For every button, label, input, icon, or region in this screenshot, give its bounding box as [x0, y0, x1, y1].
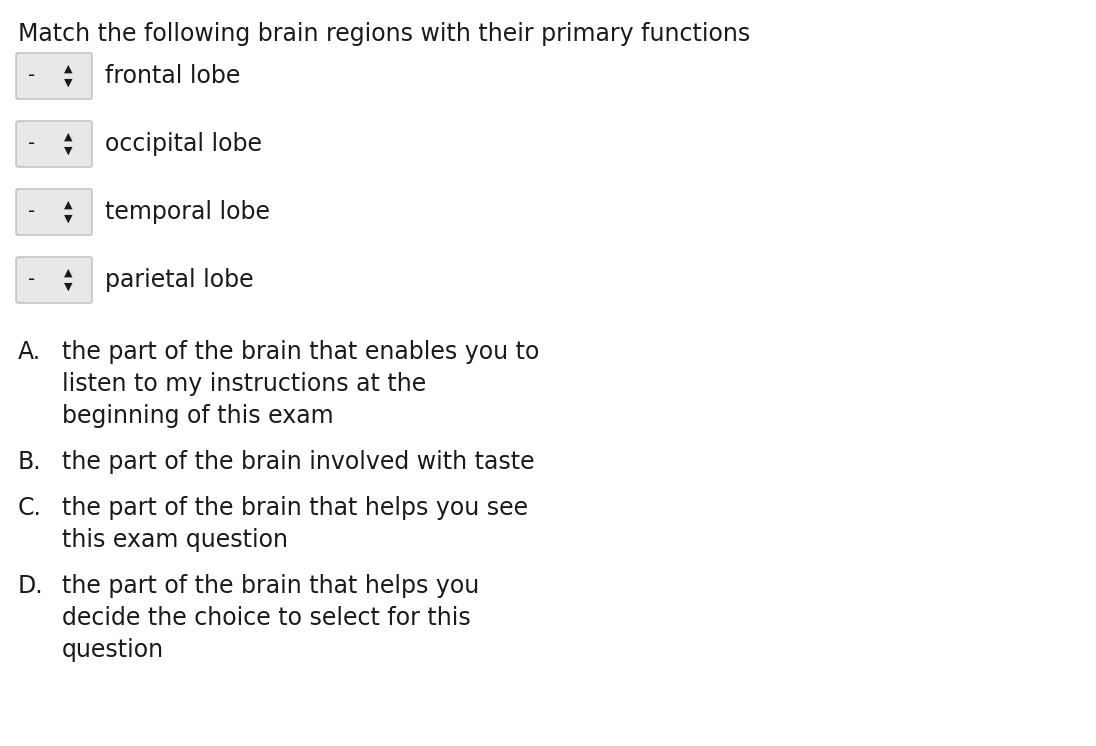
- Text: ▲: ▲: [64, 268, 72, 278]
- FancyBboxPatch shape: [16, 257, 92, 303]
- Text: occipital lobe: occipital lobe: [105, 132, 262, 156]
- Text: A.: A.: [18, 340, 42, 364]
- Text: ▲: ▲: [64, 64, 72, 74]
- Text: parietal lobe: parietal lobe: [105, 268, 253, 292]
- Text: B.: B.: [18, 450, 42, 474]
- Text: -: -: [28, 271, 35, 289]
- Text: ▼: ▼: [64, 146, 72, 156]
- Text: the part of the brain that helps you see: the part of the brain that helps you see: [62, 496, 528, 520]
- Text: -: -: [28, 66, 35, 86]
- Text: temporal lobe: temporal lobe: [105, 200, 270, 224]
- Text: question: question: [62, 638, 164, 662]
- Text: the part of the brain that enables you to: the part of the brain that enables you t…: [62, 340, 539, 364]
- Text: -: -: [28, 134, 35, 154]
- Text: this exam question: this exam question: [62, 528, 288, 552]
- Text: ▲: ▲: [64, 200, 72, 210]
- Text: Match the following brain regions with their primary functions: Match the following brain regions with t…: [18, 22, 751, 46]
- Text: frontal lobe: frontal lobe: [105, 64, 240, 88]
- Text: ▼: ▼: [64, 78, 72, 88]
- Text: the part of the brain that helps you: the part of the brain that helps you: [62, 574, 479, 598]
- Text: ▼: ▼: [64, 214, 72, 224]
- FancyBboxPatch shape: [16, 53, 92, 99]
- Text: decide the choice to select for this: decide the choice to select for this: [62, 606, 471, 630]
- Text: D.: D.: [18, 574, 44, 598]
- Text: listen to my instructions at the: listen to my instructions at the: [62, 372, 426, 396]
- Text: ▲: ▲: [64, 132, 72, 142]
- Text: C.: C.: [18, 496, 42, 520]
- Text: the part of the brain involved with taste: the part of the brain involved with tast…: [62, 450, 535, 474]
- Text: -: -: [28, 202, 35, 222]
- Text: ▼: ▼: [64, 282, 72, 292]
- FancyBboxPatch shape: [16, 121, 92, 167]
- Text: beginning of this exam: beginning of this exam: [62, 404, 333, 428]
- FancyBboxPatch shape: [16, 189, 92, 235]
